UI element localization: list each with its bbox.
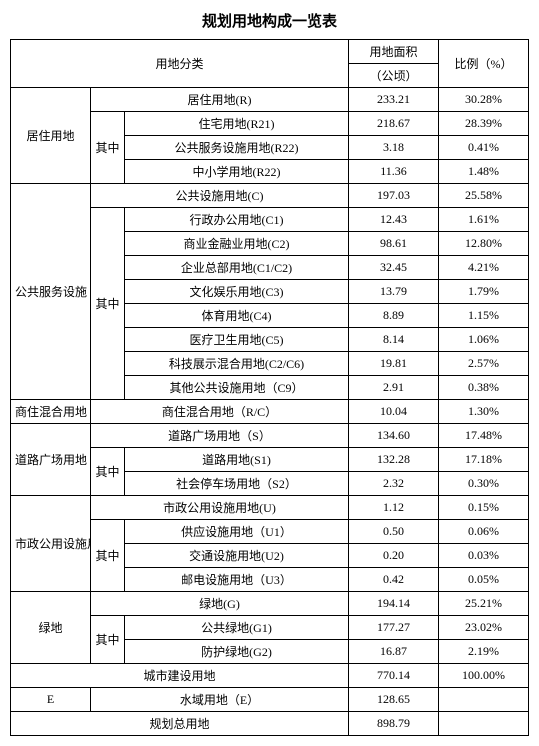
row-label: 行政办公用地(C1) [125,208,349,232]
row-ratio: 17.48% [439,424,529,448]
row-ratio: 28.39% [439,112,529,136]
row-ratio: 0.41% [439,136,529,160]
row-area: 98.61 [349,232,439,256]
group-name: 公共服务设施 [11,184,91,400]
row-label: 体育用地(C4) [125,304,349,328]
row-area: 2.32 [349,472,439,496]
row-area: 218.67 [349,112,439,136]
row-ratio [439,688,529,712]
row-ratio: 2.19% [439,640,529,664]
row-ratio: 1.30% [439,400,529,424]
city-total-label: 城市建设用地 [11,664,349,688]
row-ratio: 0.06% [439,520,529,544]
group-name: 居住用地 [11,88,91,184]
row-area: 128.65 [349,688,439,712]
row-area: 1.12 [349,496,439,520]
row-ratio: 1.06% [439,328,529,352]
sub-label: 其中 [91,616,125,664]
row-label: 住宅用地(R21) [125,112,349,136]
sub-label: 其中 [91,112,125,184]
row-label: 科技展示混合用地(C2/C6) [125,352,349,376]
row-ratio: 1.79% [439,280,529,304]
col-category: 用地分类 [11,40,349,88]
row-ratio: 0.38% [439,376,529,400]
row-area: 0.20 [349,544,439,568]
group-name: 道路广场用地 [11,424,91,496]
row-label: 供应设施用地（U1） [125,520,349,544]
row-area: 197.03 [349,184,439,208]
row-ratio: 0.03% [439,544,529,568]
group-name: 绿地 [11,592,91,664]
row-label: 道路广场用地（S） [91,424,349,448]
row-area: 16.87 [349,640,439,664]
row-area: 132.28 [349,448,439,472]
table-title: 规划用地构成一览表 [10,10,529,31]
plan-total-ratio [439,712,529,736]
row-ratio: 4.21% [439,256,529,280]
row-area: 177.27 [349,616,439,640]
land-use-table: 用地分类用地面积比例（%）（公顷） 居住用地居住用地(R)233.2130.28%… [10,39,529,736]
row-ratio: 30.28% [439,88,529,112]
row-ratio: 17.18% [439,448,529,472]
row-area: 12.43 [349,208,439,232]
row-ratio: 2.57% [439,352,529,376]
row-area: 0.50 [349,520,439,544]
row-label: 商业金融业用地(C2) [125,232,349,256]
row-label: 中小学用地(R22) [125,160,349,184]
row-label: 企业总部用地(C1/C2) [125,256,349,280]
row-label: 商住混合用地（R/C） [91,400,349,424]
row-area: 13.79 [349,280,439,304]
plan-total-label: 规划总用地 [11,712,349,736]
row-ratio: 12.80% [439,232,529,256]
row-label: 居住用地(R) [91,88,349,112]
row-area: 10.04 [349,400,439,424]
row-area: 134.60 [349,424,439,448]
row-label: 防护绿地(G2) [125,640,349,664]
row-area: 19.81 [349,352,439,376]
row-area: 11.36 [349,160,439,184]
row-area: 8.14 [349,328,439,352]
row-area: 2.91 [349,376,439,400]
col-area-unit: （公顷） [349,64,439,88]
row-label: 公共绿地(G1) [125,616,349,640]
row-label: 道路用地(S1) [125,448,349,472]
group-name: 商住混合用地 [11,400,91,424]
row-area: 8.89 [349,304,439,328]
row-label: 社会停车场用地（S2） [125,472,349,496]
row-area: 3.18 [349,136,439,160]
sub-label: 其中 [91,520,125,592]
group-name: 市政公用设施用地 [11,496,91,592]
row-label: 文化娱乐用地(C3) [125,280,349,304]
row-ratio: 0.30% [439,472,529,496]
row-ratio: 0.15% [439,496,529,520]
row-area: 233.21 [349,88,439,112]
row-label: 公共服务设施用地(R22) [125,136,349,160]
row-label: 市政公用设施用地(U) [91,496,349,520]
row-ratio: 25.58% [439,184,529,208]
sub-label: 其中 [91,208,125,400]
row-label: 医疗卫生用地(C5) [125,328,349,352]
row-label: 交通设施用地(U2) [125,544,349,568]
row-label: 其他公共设施用地（C9） [125,376,349,400]
row-label: 水域用地（E） [91,688,349,712]
row-label: 公共设施用地(C) [91,184,349,208]
city-total-ratio: 100.00% [439,664,529,688]
col-area: 用地面积 [349,40,439,64]
sub-label: 其中 [91,448,125,496]
row-label: 绿地(G) [91,592,349,616]
row-ratio: 1.15% [439,304,529,328]
row-area: 32.45 [349,256,439,280]
col-ratio: 比例（%） [439,40,529,88]
row-ratio: 23.02% [439,616,529,640]
plan-total-area: 898.79 [349,712,439,736]
row-ratio: 1.48% [439,160,529,184]
row-label: 邮电设施用地（U3） [125,568,349,592]
row-ratio: 0.05% [439,568,529,592]
row-ratio: 25.21% [439,592,529,616]
row-area: 0.42 [349,568,439,592]
group-name: E [11,688,91,712]
row-ratio: 1.61% [439,208,529,232]
row-area: 194.14 [349,592,439,616]
city-total-area: 770.14 [349,664,439,688]
